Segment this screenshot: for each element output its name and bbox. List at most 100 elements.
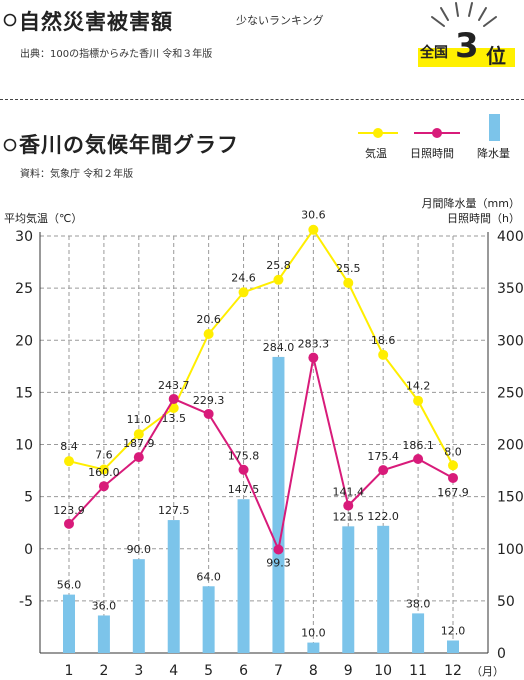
temp-data-label: 13.5 [161, 412, 186, 425]
temp-point [133, 429, 144, 440]
left-axis-title: 平均気温（℃） [4, 212, 83, 225]
temp-data-label: 7.6 [95, 449, 113, 462]
right-tick-label: 250 [497, 385, 524, 401]
rain-bar [342, 526, 355, 653]
rank-highlight [418, 48, 515, 67]
temp-data-label: 14.2 [406, 380, 431, 393]
x-tick-label: 5 [204, 663, 213, 679]
sunshine-data-label: 186.1 [402, 439, 434, 452]
temp-point [308, 224, 319, 235]
sunshine-data-label: 141.4 [333, 486, 365, 499]
rain-data-label: 36.0 [92, 599, 117, 612]
rain-bar [202, 586, 215, 653]
right-tick-label: 400 [497, 229, 524, 245]
legend-rain-marker [489, 114, 500, 141]
right-tick-label: 300 [497, 333, 524, 349]
left-tick-label: 0 [24, 542, 33, 558]
sunshine-point [343, 500, 354, 511]
temp-point [98, 464, 109, 475]
section-title: 香川の気候年間グラフ [19, 133, 239, 157]
sunshine-point [203, 408, 214, 419]
sunshine-point [308, 352, 319, 363]
temp-data-label: 8.4 [60, 440, 78, 453]
rank-unit: 位 [486, 44, 506, 68]
rain-data-label: 10.0 [301, 627, 326, 640]
sunshine-data-label: 167.9 [437, 486, 469, 499]
temp-point [64, 456, 74, 467]
sunshine-point [133, 452, 144, 463]
sunshine-data-label: 229.3 [193, 394, 225, 407]
rain-data-label: 121.5 [333, 510, 365, 523]
sunshine-point [413, 453, 424, 464]
right-tick-label: 350 [497, 281, 524, 297]
temp-line [68, 227, 454, 471]
left-tick-label: 30 [15, 229, 33, 245]
temp-point [448, 460, 458, 471]
left-tick-label: 5 [24, 490, 33, 506]
sunshine-point [273, 544, 284, 555]
temp-point [343, 277, 354, 288]
x-tick-label: 2 [99, 663, 108, 679]
temp-point [238, 287, 249, 298]
section-bullet-icon [3, 138, 17, 152]
rain-data-label: 90.0 [127, 543, 152, 556]
temp-data-label: 25.8 [266, 259, 291, 272]
sunshine-line [68, 357, 454, 553]
sunshine-data-label: 99.3 [266, 556, 291, 569]
rain-data-label: 122.0 [367, 510, 399, 523]
legend-sunshine-label: 日照時間 [410, 147, 454, 160]
page-title: 自然災害被害額 [19, 10, 173, 34]
rain-bar [167, 520, 180, 653]
rain-data-label: 12.0 [441, 624, 466, 637]
x-tick-label: 1 [65, 663, 74, 679]
section-bullet-icon [3, 13, 17, 27]
rain-data-label: 38.0 [406, 597, 431, 610]
left-tick-label: 20 [15, 333, 33, 349]
rain-bar [447, 640, 459, 653]
legend-sunshine-marker [414, 128, 460, 138]
rain-data-label: 127.5 [158, 504, 190, 517]
rain-bar [132, 559, 145, 653]
rain-bar [412, 613, 425, 653]
x-tick-label: 12 [444, 663, 462, 679]
sunshine-data-label: 187.9 [123, 437, 155, 450]
page-subtitle: 少ないランキング [236, 14, 324, 27]
section-source: 資料：気象庁 令和２年版 [20, 169, 134, 180]
x-tick-label: 4 [169, 663, 178, 679]
temp-data-label: 24.6 [231, 271, 256, 284]
sunshine-point [168, 393, 179, 404]
right-tick-label: 100 [497, 542, 524, 558]
sunshine-point [98, 481, 109, 492]
sunshine-point [448, 472, 458, 483]
rain-bar [63, 594, 75, 653]
left-tick-label: 15 [15, 385, 33, 401]
sunshine-data-label: 283.3 [298, 338, 330, 351]
temp-point [273, 274, 284, 285]
x-tick-label: 6 [239, 663, 248, 679]
sunshine-data-label: 175.4 [367, 450, 399, 463]
temp-data-label: 8.0 [444, 445, 462, 458]
rain-data-label: 56.0 [57, 579, 82, 592]
rank-burst-icon [431, 2, 497, 27]
page-source: 出典：100の指標からみた香川 令和３年版 [20, 49, 213, 60]
legend-rain-label: 降水量 [477, 147, 510, 160]
x-tick-label: 3 [134, 663, 143, 679]
sunshine-data-label: 160.0 [88, 466, 120, 479]
sunshine-data-label: 123.9 [53, 504, 85, 517]
temp-point [203, 328, 214, 339]
sunshine-point [378, 465, 389, 476]
sunshine-data-label: 175.8 [228, 450, 260, 463]
right-tick-label: 0 [497, 646, 506, 662]
rain-data-label: 64.0 [196, 570, 221, 583]
x-tick-label: 11 [409, 663, 427, 679]
right-tick-label: 50 [497, 594, 515, 610]
x-axis-unit: （月） [471, 665, 504, 678]
temp-point [378, 349, 389, 360]
right-tick-label: 200 [497, 438, 524, 454]
rain-bar [237, 499, 250, 653]
rank-prefix: 全国 [420, 45, 448, 61]
rain-bar [97, 615, 110, 653]
sunshine-point [238, 464, 249, 475]
sunshine-point [64, 518, 74, 529]
